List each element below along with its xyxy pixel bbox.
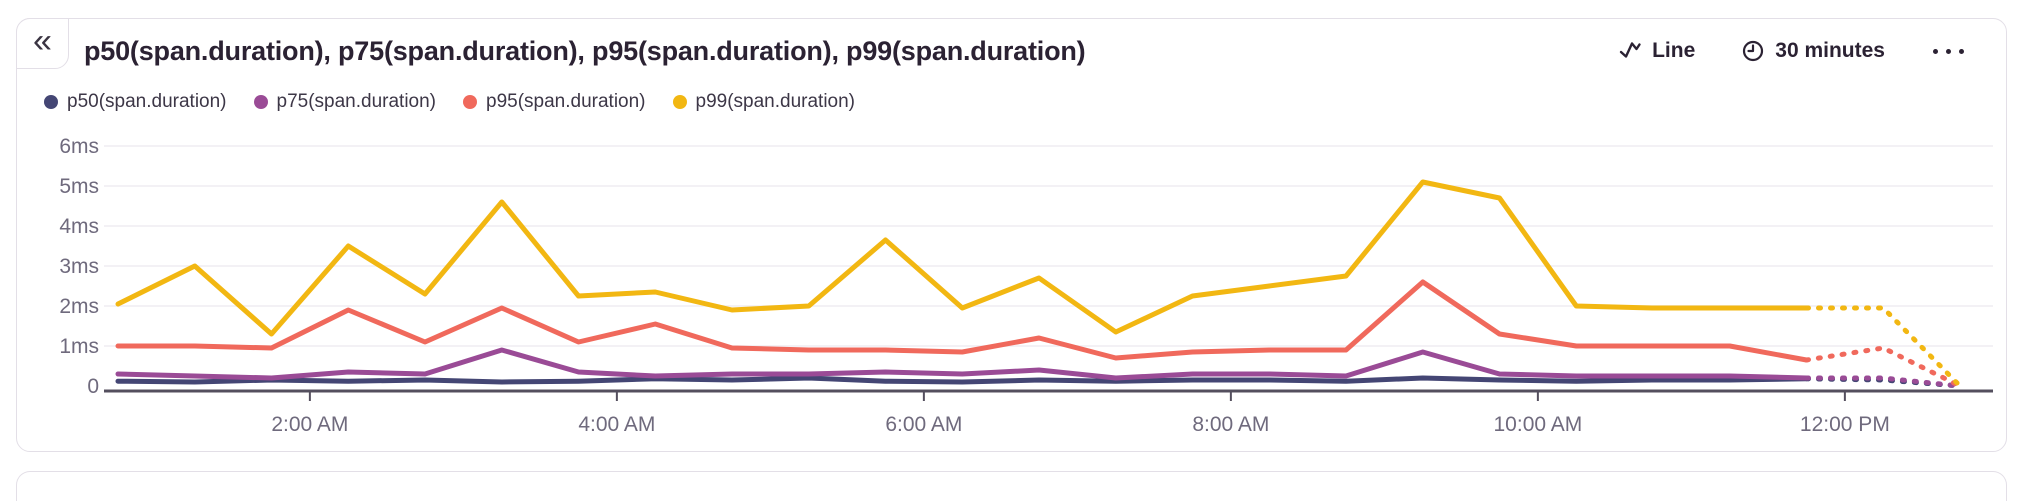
x-axis-label: 12:00 PM: [1800, 413, 1890, 436]
legend-item[interactable]: p95(span.duration): [463, 91, 646, 113]
collapse-sidebar-button[interactable]: «: [16, 18, 69, 69]
ellipsis-icon: [1933, 48, 1938, 54]
x-axis-label: 8:00 AM: [1192, 413, 1269, 436]
display-mode-control[interactable]: Line: [1618, 39, 1695, 63]
clock-icon: [1743, 40, 1764, 62]
interval-control[interactable]: 30 minutes: [1741, 39, 1885, 63]
x-axis-label: 4:00 AM: [578, 413, 655, 436]
series-line-dotted: [1804, 345, 1963, 389]
legend-item[interactable]: p50(span.duration): [44, 91, 227, 113]
chart-legend: p50(span.duration) p75(span.duration) p95(…: [44, 90, 855, 114]
legend-label: p95(span.duration): [486, 91, 646, 112]
x-axis-label: 6:00 AM: [885, 413, 962, 436]
chart-svg[interactable]: 6ms 5ms 4ms 3ms 2ms 1ms 0 2:00 AM 4:00 AM 6:00 AM…: [0, 0, 2024, 480]
series-line-dotted: [1804, 305, 1963, 389]
legend-dot-icon: [44, 95, 58, 109]
legend-dot-icon: [253, 95, 268, 109]
legend-dot-icon: [463, 95, 477, 109]
series-line-solid: [115, 279, 1809, 363]
collapse-double-chevron-icon: «: [33, 21, 52, 60]
series-line-dotted: [1804, 375, 1963, 389]
legend-item[interactable]: p75(span.duration): [253, 91, 437, 113]
y-axis-label: 1ms: [59, 335, 99, 358]
line-chart-icon: [1619, 42, 1641, 58]
legend-item[interactable]: p99(span.duration): [672, 91, 856, 113]
legend-dot-icon: [672, 95, 687, 109]
y-axis-label: 3ms: [59, 255, 99, 278]
series-line-solid: [115, 179, 1809, 337]
y-axis-label: 2ms: [59, 295, 99, 318]
y-axis-label: 0: [87, 375, 99, 398]
x-axis-label: 2:00 AM: [271, 413, 348, 436]
x-axis-label: 10:00 AM: [1494, 413, 1583, 436]
series-line-solid: [115, 347, 1809, 381]
series-line-solid: [115, 375, 1809, 385]
y-axis-label: 5ms: [59, 175, 99, 198]
y-axis-label: 4ms: [59, 215, 99, 238]
legend-label: p50(span.duration): [67, 91, 227, 112]
widget-title: p50(span.duration), p75(span.duration), …: [84, 36, 1086, 66]
display-mode-label: Line: [1652, 39, 1696, 62]
y-axis-label: 6ms: [59, 135, 99, 158]
legend-label: p99(span.duration): [695, 91, 856, 112]
chart-header-controls: Line 30 minutes: [1618, 39, 1966, 63]
overflow-menu-button[interactable]: [1931, 43, 1966, 60]
interval-label: 30 minutes: [1775, 39, 1885, 62]
legend-label: p75(span.duration): [276, 91, 437, 112]
